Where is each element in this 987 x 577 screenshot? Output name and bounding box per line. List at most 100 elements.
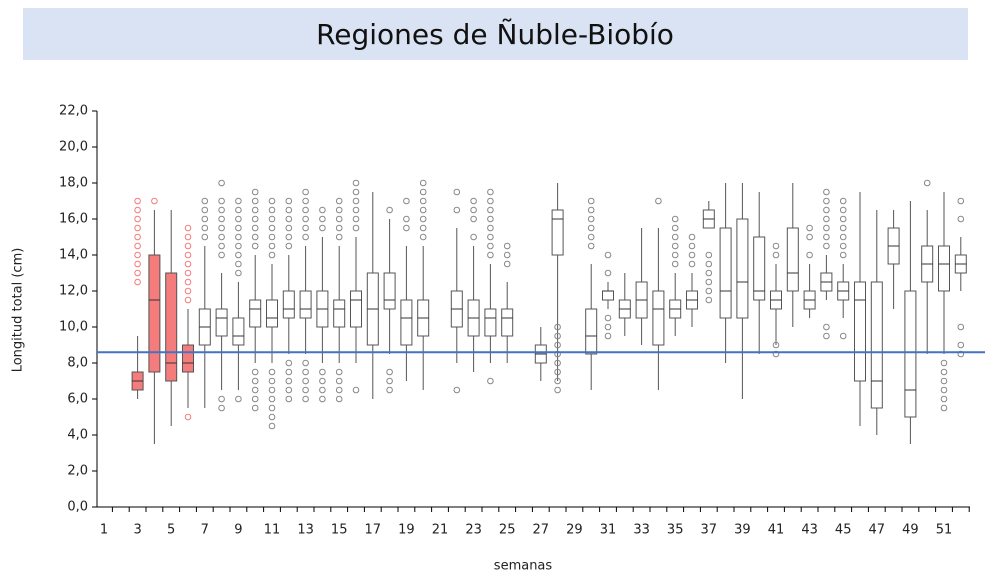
outlier xyxy=(386,377,393,385)
y-tick-label: 16,0 xyxy=(59,212,88,227)
box xyxy=(551,209,564,256)
outlier xyxy=(235,197,242,205)
box xyxy=(585,308,598,355)
outlier xyxy=(503,242,511,250)
x-axis-label: semanas xyxy=(494,559,553,574)
outlier xyxy=(655,197,662,205)
outlier xyxy=(251,206,259,214)
outlier xyxy=(235,260,242,268)
box xyxy=(854,281,866,382)
outlier xyxy=(470,197,477,205)
outlier xyxy=(251,368,259,376)
x-tick-label: 29 xyxy=(566,523,583,538)
outlier xyxy=(218,251,225,259)
outlier xyxy=(268,206,276,214)
box xyxy=(602,290,614,301)
outlier xyxy=(134,206,141,214)
y-tick-label: 22,0 xyxy=(59,104,88,119)
outlier xyxy=(487,233,494,241)
chart-title: Regiones de Ñuble-Biobío xyxy=(316,18,674,51)
outlier xyxy=(487,206,494,214)
box xyxy=(282,290,295,319)
outlier xyxy=(285,242,293,250)
outlier xyxy=(201,215,209,223)
title-banner xyxy=(23,8,968,60)
outlier xyxy=(688,251,696,259)
outlier xyxy=(184,251,192,259)
outlier xyxy=(554,323,561,331)
outlier xyxy=(671,242,679,250)
x-tick-label: 5 xyxy=(167,523,175,538)
outlier xyxy=(839,242,847,250)
x-tick-label: 51 xyxy=(936,523,953,538)
outlier xyxy=(319,368,326,376)
x-tick-label: 17 xyxy=(365,523,382,538)
outlier xyxy=(587,242,595,250)
outlier xyxy=(839,197,847,205)
outlier xyxy=(335,224,343,232)
y-tick-label: 2,0 xyxy=(67,464,88,479)
outlier xyxy=(587,197,595,205)
outlier xyxy=(268,224,276,232)
y-axis-label: Longitud total (cm) xyxy=(11,248,26,373)
box xyxy=(904,290,917,418)
outlier xyxy=(671,215,679,223)
outlier xyxy=(940,359,948,367)
x-tick-label: 25 xyxy=(499,523,516,538)
box xyxy=(249,299,262,328)
outlier xyxy=(335,386,343,394)
x-tick-label: 43 xyxy=(801,523,818,538)
outlier xyxy=(184,296,192,304)
x-tick-label: 49 xyxy=(902,523,919,538)
outlier xyxy=(268,242,276,250)
box xyxy=(165,272,178,382)
outlier xyxy=(302,188,309,196)
outlier xyxy=(403,215,410,223)
outlier xyxy=(604,314,612,322)
outlier xyxy=(134,233,141,241)
outlier xyxy=(604,269,612,277)
outlier xyxy=(554,368,561,376)
outlier xyxy=(319,215,326,223)
outlier xyxy=(335,233,343,241)
outlier xyxy=(352,179,360,187)
outlier xyxy=(285,368,293,376)
x-tick-label: 1 xyxy=(100,523,108,538)
outlier xyxy=(335,206,343,214)
outlier xyxy=(419,215,427,223)
outlier xyxy=(352,188,360,196)
outlier xyxy=(268,368,276,376)
outlier xyxy=(554,377,561,385)
outlier xyxy=(487,242,494,250)
outlier xyxy=(772,251,780,259)
outlier xyxy=(940,395,948,403)
box xyxy=(786,227,799,292)
outlier xyxy=(184,278,192,286)
outlier xyxy=(134,269,141,277)
outlier xyxy=(352,224,360,232)
outlier xyxy=(184,233,192,241)
outlier xyxy=(705,260,713,268)
x-tick-label: 15 xyxy=(331,523,348,538)
outlier xyxy=(604,251,612,259)
outlier xyxy=(823,242,830,250)
outlier xyxy=(235,224,242,232)
outlier xyxy=(352,215,360,223)
outlier xyxy=(419,197,427,205)
outlier xyxy=(285,206,293,214)
outlier xyxy=(184,287,192,295)
outlier xyxy=(134,224,141,232)
outlier xyxy=(604,323,612,331)
outlier xyxy=(470,233,477,241)
outlier xyxy=(839,233,847,241)
outlier xyxy=(268,197,276,205)
outlier xyxy=(302,359,309,367)
outlier xyxy=(503,260,511,268)
outlier xyxy=(268,215,276,223)
outlier xyxy=(705,296,713,304)
outlier xyxy=(587,215,595,223)
outlier xyxy=(352,206,360,214)
outlier xyxy=(453,206,461,214)
outlier xyxy=(184,242,192,250)
